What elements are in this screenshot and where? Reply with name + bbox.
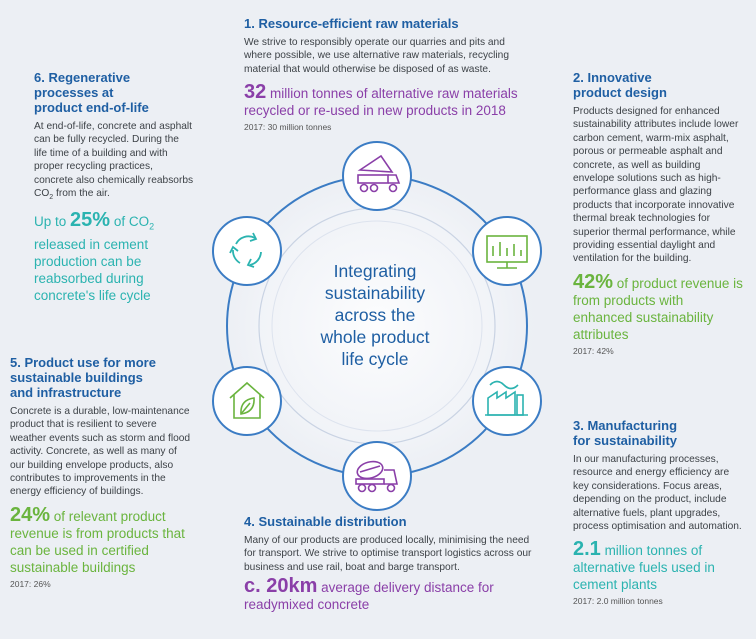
stage-1-body: We strive to responsibly operate our qua… xyxy=(244,37,509,75)
factory-icon xyxy=(485,380,528,416)
stage-1-note: 2017: 30 million tonnes xyxy=(244,122,332,133)
stage-6-heading: 6. Regenerative processes at product end… xyxy=(34,70,149,115)
stage-2-heading: 2. Innovative product design xyxy=(573,70,667,100)
concrete-mixer-truck-icon xyxy=(355,460,398,493)
stage-3-block: 3. Manufacturing for sustainability In o… xyxy=(573,418,743,607)
stage-2-stat: 42% of product revenue is from products … xyxy=(573,270,743,342)
stage-1-heading: 1. Resource-efficient raw materials xyxy=(244,16,459,31)
center-title: Integrating sustainability across the wh… xyxy=(320,261,430,369)
dump-truck-icon xyxy=(357,154,401,193)
house-leaf-icon xyxy=(229,381,265,419)
node-manufacturing xyxy=(472,366,542,436)
node-raw-materials xyxy=(342,141,412,211)
stage-3-note: 2017: 2.0 million tonnes xyxy=(573,596,663,607)
stage-5-stat: 24% of relevant product revenue is from … xyxy=(10,503,185,575)
stage-6-stat: Up to 25% of CO2 released in cement prod… xyxy=(34,209,155,304)
stage-3-body: In our manufacturing processes, resource… xyxy=(573,454,742,533)
stage-3-stat: 2.1 million tonnes of alternative fuels … xyxy=(573,538,715,593)
stage-5-heading: 5. Product use for more sustainable buil… xyxy=(10,355,156,400)
stage-1-stat: 32 million tonnes of alternative raw mat… xyxy=(244,81,518,119)
center-glow xyxy=(207,156,547,496)
node-end-of-life xyxy=(212,216,282,286)
stage-5-block: 5. Product use for more sustainable buil… xyxy=(10,355,192,590)
node-product-design xyxy=(472,216,542,286)
stage-6-body: At end-of-life, concrete and asphalt can… xyxy=(34,121,194,202)
stage-2-body: Products designed for enhanced sustainab… xyxy=(573,106,739,265)
node-distribution xyxy=(342,441,412,511)
stage-6-block: 6. Regenerative processes at product end… xyxy=(34,70,194,304)
stage-2-block: 2. Innovative product design Products de… xyxy=(573,70,743,357)
stage-2-note: 2017: 42% xyxy=(573,345,614,356)
inner-ring-2 xyxy=(271,220,483,432)
stage-1-block: 1. Resource-efficient raw materials We s… xyxy=(244,16,534,133)
stage-4-heading: 4. Sustainable distribution xyxy=(244,514,407,529)
stage-4-body: Many of our products are produced locall… xyxy=(244,535,532,573)
node-product-use xyxy=(212,366,282,436)
stage-4-block: 4. Sustainable distribution Many of our … xyxy=(244,514,534,613)
recycle-arrows-icon xyxy=(229,232,262,268)
stage-5-note: 2017: 26% xyxy=(10,578,51,589)
stage-4-stat: c. 20km average delivery distance for re… xyxy=(244,575,494,613)
stage-3-heading: 3. Manufacturing for sustainability xyxy=(573,418,678,448)
stage-5-body: Concrete is a durable, low-maintenance p… xyxy=(10,406,191,498)
monitor-chart-icon xyxy=(486,235,528,269)
